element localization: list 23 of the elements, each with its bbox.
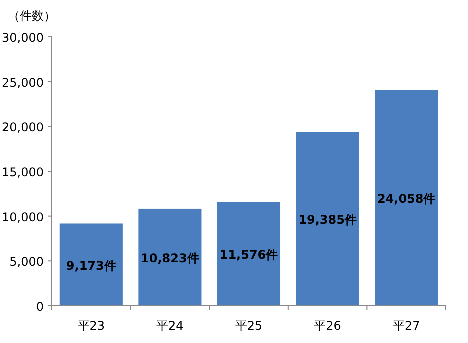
y-tick-label: 15,000	[2, 166, 44, 180]
y-tick-label: 20,000	[2, 120, 44, 135]
data-label: 11,576件	[220, 248, 278, 262]
y-tick-label: 5,000	[10, 255, 44, 270]
data-label: 9,173件	[66, 258, 116, 273]
y-tick-label: 10,000	[2, 210, 44, 224]
bar	[217, 202, 281, 306]
y-tick-label: 25,000	[2, 76, 44, 90]
bar	[138, 208, 202, 306]
y-tick-label: 30,000	[2, 31, 44, 45]
bar	[375, 90, 438, 306]
x-tick-label: 平26	[314, 319, 342, 333]
data-label: 24,058件	[377, 192, 436, 206]
x-tick-label: 平27	[392, 319, 420, 333]
bar	[60, 224, 123, 306]
data-label: 19,385件	[298, 213, 357, 228]
y-tick-label: 0	[36, 300, 44, 314]
x-tick-label: 平23	[78, 319, 106, 333]
y-axis-title: （件数）	[8, 9, 56, 23]
x-tick-label: 平24	[156, 319, 184, 333]
bar	[296, 132, 360, 306]
x-tick-label: 平25	[235, 319, 263, 333]
data-label: 10,823件	[141, 251, 200, 266]
